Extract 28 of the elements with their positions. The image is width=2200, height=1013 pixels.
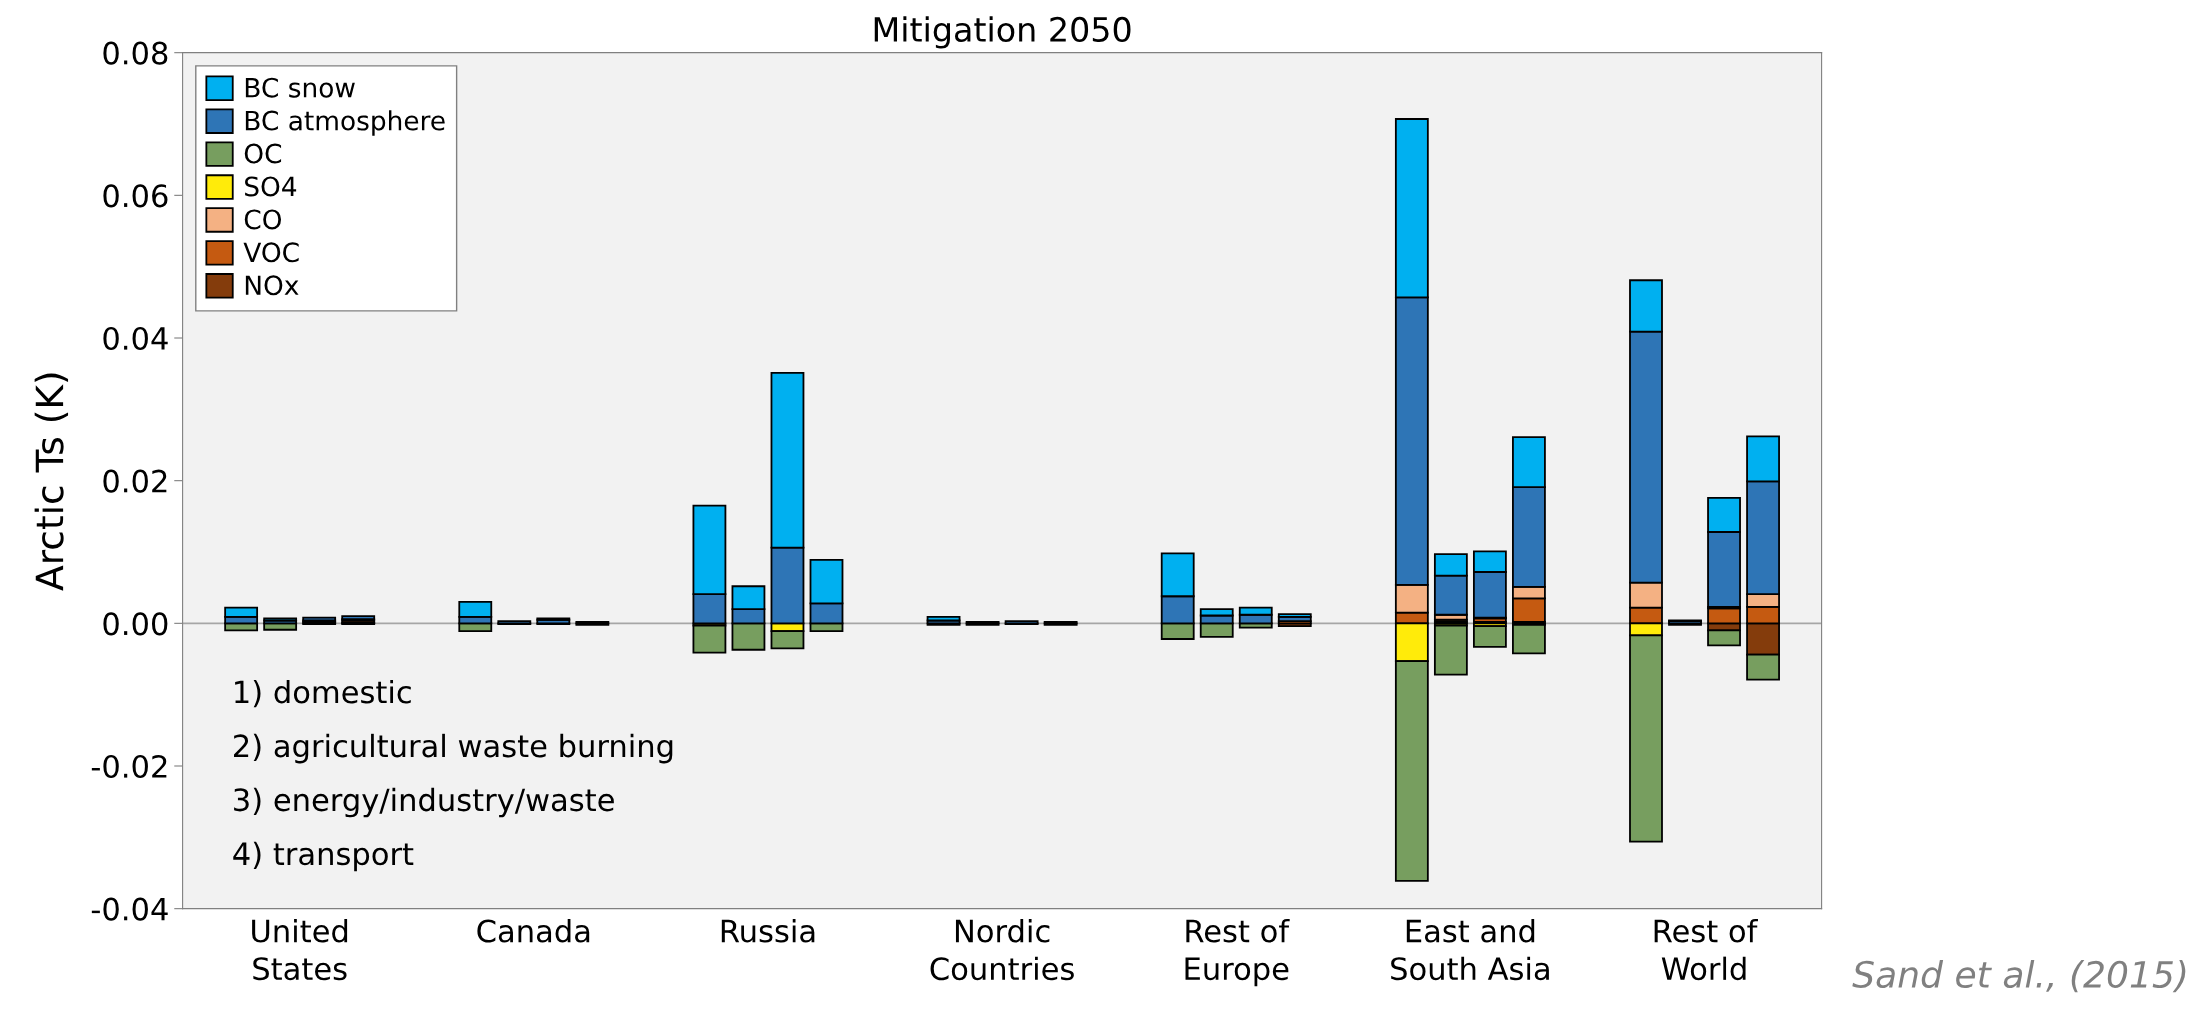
legend-label: BC atmosphere [245, 110, 445, 136]
legend-label: OC [244, 143, 282, 164]
y-tick-label: 0.08 [103, 41, 168, 65]
y-tick-label: 0.04 [103, 326, 168, 351]
text: Sand et al., (2015) [1852, 960, 2186, 993]
legend-label: BC snow [245, 77, 355, 98]
text: Rest of World [1654, 918, 1758, 981]
y-tick-label: 0.06 [103, 184, 168, 208]
annotation: 3) energy/industry/waste [234, 787, 614, 818]
legend-label: NOx [245, 275, 299, 296]
chart-title: Mitigation 2050 [874, 16, 1131, 49]
y-tick-label: 0.00 [103, 612, 168, 636]
text: Rest of Europe [1185, 918, 1290, 987]
legend-label: VOC [243, 242, 299, 263]
annotation: 4) transport [233, 841, 414, 872]
legend-label: SO4 [245, 176, 297, 197]
legend-label: CO [244, 209, 282, 230]
text: Russia [721, 918, 815, 943]
annotation: 1) domestic [235, 679, 411, 708]
text: Canada [477, 918, 590, 943]
text: United States [252, 918, 348, 981]
y-axis-title: Arctic Ts (K) [34, 373, 69, 591]
annotation: 2) agricultural waste burning [234, 733, 673, 764]
y-tick-label: -0.02 [91, 754, 167, 779]
text: Nordic Countries [930, 918, 1074, 981]
text: East and South Asia [1391, 918, 1549, 981]
y-tick-label: -0.04 [91, 897, 168, 921]
y-tick-label: 0.02 [103, 469, 167, 493]
